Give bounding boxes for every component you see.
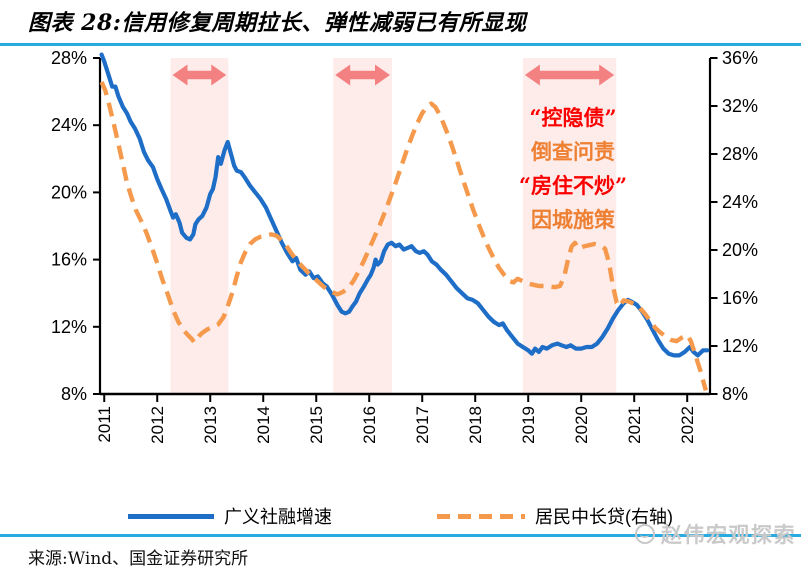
right-tick-label-12: 12%: [722, 336, 758, 356]
blue-solid-line-swatch: [128, 513, 214, 519]
x-tick-label-2021: 2021: [625, 406, 644, 444]
series-line-household-loans: [99, 81, 708, 391]
right-tick-label-32: 32%: [722, 96, 758, 116]
watermark-logo-icon: [635, 524, 655, 544]
chart-canvas: 8% 12% 16% 20% 24% 28% 8% 12% 16% 20% 24% 28% 32% 36%…: [51, 48, 758, 444]
highlight-band-2: [333, 58, 392, 394]
watermark-text: 赵伟宏观探索: [661, 522, 796, 547]
source-note: 来源:Wind、国金证券研究所: [28, 549, 249, 569]
double-arrow-1: [172, 64, 227, 86]
right-tick-label-20: 20%: [722, 240, 758, 260]
left-tick-label-8: 8%: [61, 384, 87, 404]
right-tick-label-16: 16%: [722, 288, 758, 308]
chart-title: 图表 28:信用修复周期拉长、弹性减弱已有所显现: [28, 10, 527, 36]
right-tick-label-36: 36%: [722, 48, 758, 68]
x-tick-label-2012: 2012: [148, 406, 167, 444]
x-tick-label-2022: 2022: [678, 406, 697, 444]
policy-annotations: “控隐债” 倒查问责 “房住不炒” 因城施策: [519, 105, 627, 232]
series-lines: [99, 52, 710, 391]
x-tick-label-2020: 2020: [572, 406, 591, 444]
x-tick-label-2017: 2017: [413, 406, 432, 444]
double-arrow-3: [524, 64, 615, 86]
annotation-line-3: “房住不炒”: [519, 173, 627, 198]
right-tick-label-28: 28%: [722, 144, 758, 164]
double-arrow-2: [335, 64, 391, 86]
top-divider: [0, 43, 801, 46]
left-tick-label-16: 16%: [51, 250, 87, 270]
left-tick-label-24: 24%: [51, 115, 87, 135]
annotation-line-2: 倒查问责: [530, 139, 615, 164]
watermark: 赵伟宏观探索: [635, 519, 796, 549]
right-tick-label-8: 8%: [722, 384, 748, 404]
x-tick-label-2011: 2011: [95, 406, 114, 443]
series-line-broad-credit: [99, 52, 710, 358]
annotation-line-4: 因城施策: [531, 207, 616, 232]
legend-item-household-loans: 居民中长贷(右轴): [437, 503, 673, 529]
legend-label-household-loans: 居民中长贷(右轴): [535, 507, 673, 527]
x-tick-label-2019: 2019: [519, 406, 538, 444]
annotation-line-1: “控隐债”: [529, 105, 616, 130]
period-arrows: [172, 64, 615, 86]
legend-item-broad-credit: 广义社融增速: [128, 503, 332, 529]
left-tick-label-20: 20%: [51, 182, 87, 202]
right-tick-label-24: 24%: [722, 192, 758, 212]
left-tick-label-28: 28%: [51, 48, 87, 68]
orange-dashed-line-swatch: [437, 513, 525, 519]
left-tick-label-12: 12%: [51, 317, 87, 337]
x-tick-label-2013: 2013: [201, 406, 220, 444]
x-tick-label-2016: 2016: [360, 406, 379, 444]
x-tick-label-2014: 2014: [254, 406, 273, 444]
x-tick-label-2018: 2018: [466, 406, 485, 444]
axes: 8% 12% 16% 20% 24% 28% 8% 12% 16% 20% 24% 28% 32% 36%…: [51, 48, 758, 444]
legend: 广义社融增速 居民中长贷(右轴): [0, 503, 801, 529]
bottom-divider: [0, 534, 801, 537]
x-tick-label-2015: 2015: [307, 406, 326, 444]
legend-label-broad-credit: 广义社融增速: [224, 507, 332, 527]
